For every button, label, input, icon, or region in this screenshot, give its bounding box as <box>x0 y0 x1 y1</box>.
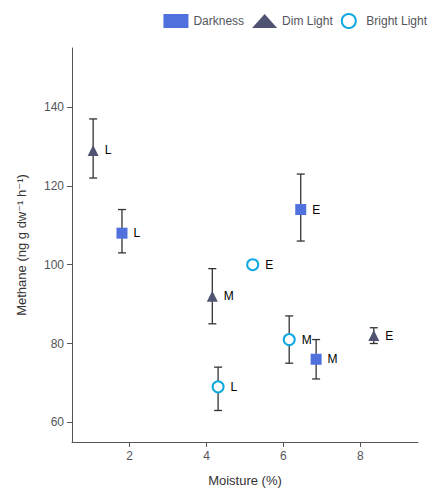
svg-text:E: E <box>265 258 273 272</box>
svg-text:80: 80 <box>51 337 65 351</box>
svg-text:E: E <box>312 203 320 217</box>
svg-text:E: E <box>385 329 393 343</box>
svg-text:6: 6 <box>280 449 287 463</box>
svg-text:100: 100 <box>44 258 64 272</box>
svg-text:Bright Light: Bright Light <box>366 14 427 28</box>
svg-text:8: 8 <box>357 449 364 463</box>
svg-text:Moisture (%): Moisture (%) <box>208 473 282 488</box>
svg-text:140: 140 <box>44 100 64 114</box>
svg-text:4: 4 <box>203 449 210 463</box>
svg-text:M: M <box>302 333 312 347</box>
svg-text:M: M <box>224 289 234 303</box>
svg-text:60: 60 <box>51 415 65 429</box>
svg-text:Darkness: Darkness <box>193 14 244 28</box>
svg-text:M: M <box>328 352 338 366</box>
svg-text:L: L <box>133 226 140 240</box>
svg-text:120: 120 <box>44 179 64 193</box>
svg-text:Methane (ng g dw⁻¹ h⁻¹): Methane (ng g dw⁻¹ h⁻¹) <box>14 174 29 316</box>
svg-text:Dim Light: Dim Light <box>282 14 333 28</box>
svg-text:L: L <box>105 143 112 157</box>
svg-text:L: L <box>231 380 238 394</box>
svg-text:2: 2 <box>126 449 133 463</box>
